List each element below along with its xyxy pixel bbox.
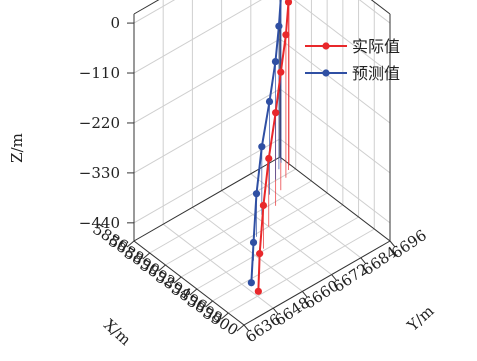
grid-line [165, 180, 312, 266]
data-point-predicted [265, 97, 274, 106]
y-tick-mark [302, 291, 308, 298]
x-tick-mark [126, 240, 135, 248]
grid-line [358, 0, 391, 24]
pane-border [133, 240, 245, 326]
legend: 实际值 预测值 [305, 37, 400, 83]
grid-line [196, 204, 344, 290]
data-point-actual [259, 201, 268, 210]
series-line-predicted [250, 0, 282, 283]
data-point-predicted [252, 190, 261, 198]
z-tick-label: −110 [79, 64, 120, 82]
legend-label-actual: 实际值 [352, 37, 400, 56]
grid-line [228, 228, 375, 314]
y-tick-mark [389, 240, 396, 248]
x-tick-mark [158, 264, 166, 272]
data-point-predicted [247, 279, 255, 287]
data-point-predicted [249, 238, 258, 247]
x-tick-mark [220, 312, 229, 320]
data-point-predicted [258, 143, 266, 151]
y-tick-label: 6696 [388, 226, 430, 262]
legend-marker-predicted [322, 69, 330, 77]
grid-line [279, 88, 391, 174]
data-point-predicted [271, 57, 280, 66]
grid-line [192, 207, 303, 292]
pane-border [243, 240, 391, 326]
data-point-actual [272, 109, 280, 117]
x-tick-mark [189, 288, 198, 296]
data-point-actual [254, 287, 262, 295]
grid-line [133, 0, 262, 74]
data-point-actual [256, 250, 264, 258]
grid-line [279, 138, 391, 224]
data-point-actual [277, 68, 285, 76]
data-point-actual [282, 31, 290, 39]
grid-line [162, 223, 274, 309]
grid-line [250, 173, 362, 259]
y-axis-label: Y/m [403, 302, 437, 336]
grid-line [133, 38, 281, 124]
grid-line [221, 190, 332, 275]
z-tick-label: −440 [79, 214, 120, 232]
grid-line [279, 38, 391, 124]
x-tick-mark [173, 276, 182, 284]
series-line-actual [257, 0, 290, 292]
x-tick-mark [142, 252, 151, 260]
series-layer [247, 0, 293, 295]
pane-border [133, 156, 281, 242]
y-tick-mark [331, 274, 337, 281]
grid-line [133, 138, 281, 224]
data-point-actual [284, 0, 293, 6]
z-axis-label: Z/m [8, 133, 26, 163]
grid-line [293, 0, 391, 74]
y-tick-mark [243, 324, 250, 332]
data-point-predicted [275, 22, 283, 30]
z-tick-label: −220 [79, 114, 120, 132]
grid-line [149, 168, 296, 254]
x-tick-mark [236, 324, 245, 332]
grid-line [212, 216, 359, 302]
data-point-actual [265, 154, 273, 163]
pane-border [279, 156, 391, 242]
legend-label-predicted: 预测值 [352, 64, 400, 83]
z-tick-label: 0 [110, 14, 120, 32]
legend-marker-actual [322, 42, 330, 50]
y-tick-mark [360, 257, 367, 265]
z-tick-label: −330 [79, 164, 120, 182]
x-tick-mark [205, 300, 213, 308]
y-tick-mark [272, 307, 279, 315]
grid-line [133, 88, 281, 174]
grid-line [133, 0, 176, 24]
x-axis-label: X/m [100, 316, 134, 349]
